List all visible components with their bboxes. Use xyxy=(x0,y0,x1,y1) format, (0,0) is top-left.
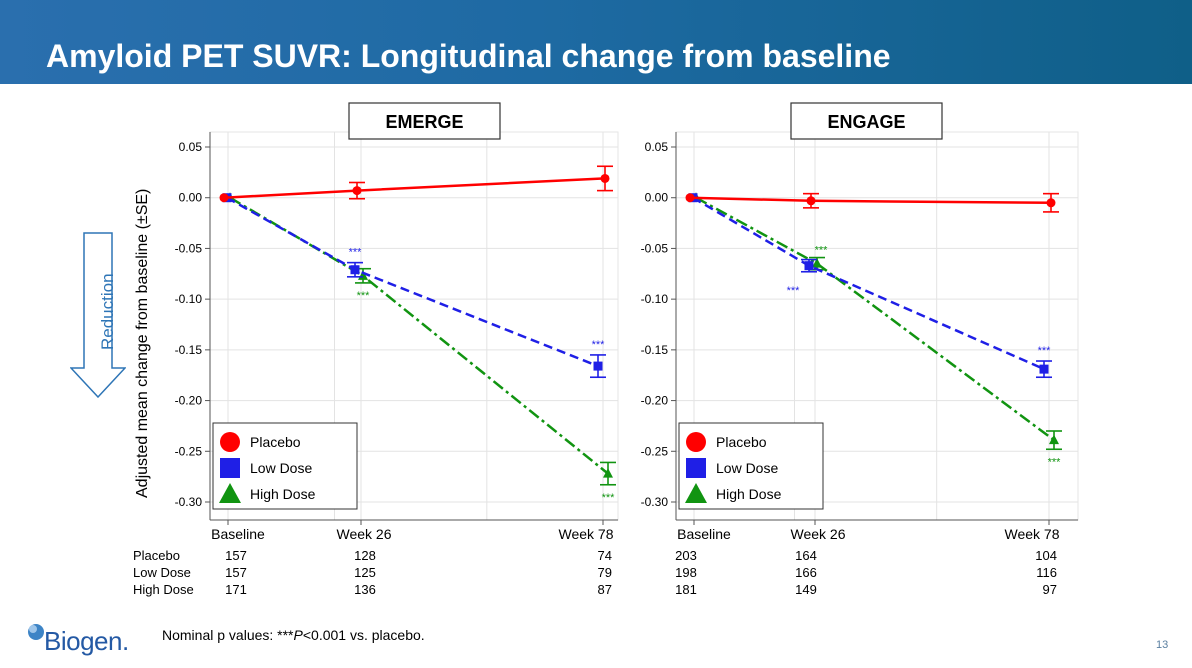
legend-high-dose-marker xyxy=(685,483,707,503)
y-tick-label: 0.00 xyxy=(645,191,669,205)
high-dose-significance-label: *** xyxy=(357,290,371,302)
n-value-placebo: 128 xyxy=(354,548,376,563)
n-value-placebo: 164 xyxy=(795,548,817,563)
x-tick-label: Baseline xyxy=(211,526,265,542)
placebo-point xyxy=(806,196,816,206)
low-dose-point xyxy=(804,261,814,271)
n-row-label-low-dose: Low Dose xyxy=(133,565,191,580)
chart-panel-engage: 0.05 0.00 -0.05 -0.10 -0.15 -0.20 -0.25 -0.30 Ba… xyxy=(641,102,1079,597)
n-value-high-dose: 87 xyxy=(598,582,612,597)
n-value-placebo: 74 xyxy=(598,548,612,563)
high-dose-significance-label: *** xyxy=(815,245,829,257)
panel-title-box xyxy=(790,102,943,140)
down-arrow-outline-icon xyxy=(70,232,126,398)
low-dose-point xyxy=(593,361,603,371)
legend-low-dose-marker xyxy=(686,458,706,478)
low-dose-point xyxy=(1039,364,1049,374)
high-dose-significance-label: *** xyxy=(1048,456,1062,468)
n-value-high-dose: 171 xyxy=(225,582,247,597)
low-dose-point xyxy=(350,265,360,275)
n-value-placebo: 104 xyxy=(1035,548,1057,563)
y-tick-label: -0.30 xyxy=(641,495,669,509)
n-value-high-dose: 149 xyxy=(795,582,817,597)
n-value-low-dose: 116 xyxy=(1036,565,1057,580)
legend-placebo-marker xyxy=(220,432,240,452)
y-tick-label: -0.05 xyxy=(641,241,669,255)
biogen-logo-icon: Biogen. xyxy=(24,620,134,660)
y-tick-label: -0.05 xyxy=(175,241,203,255)
logo-swirl-icon xyxy=(28,624,44,640)
high-dose-point xyxy=(603,468,613,478)
legend-label-high-dose: High Dose xyxy=(250,486,316,502)
header-bar: Amyloid PET SUVR: Longitudinal change fr… xyxy=(0,0,1192,84)
legend-label-placebo: Placebo xyxy=(716,434,767,450)
chart-panel-emerge: 0.05 0.00 -0.05 -0.10 -0.15 -0.20 -0.25 -0.30 Ba… xyxy=(133,102,619,597)
y-tick-label: 0.00 xyxy=(179,191,203,205)
page-title: Amyloid PET SUVR: Longitudinal change fr… xyxy=(46,38,891,74)
x-tick-label: Baseline xyxy=(677,526,731,542)
high-dose-point xyxy=(812,258,822,268)
x-tick-label: Week 78 xyxy=(1005,526,1060,542)
n-value-placebo: 203 xyxy=(675,548,697,563)
legend-label-low-dose: Low Dose xyxy=(250,460,312,476)
n-value-low-dose: 198 xyxy=(675,565,697,580)
n-value-high-dose: 136 xyxy=(354,582,376,597)
x-tick-label: Week 78 xyxy=(559,526,614,542)
n-value-placebo: 157 xyxy=(225,548,247,563)
y-tick-label: 0.05 xyxy=(179,140,203,154)
y-tick-label: -0.15 xyxy=(641,343,669,357)
y-tick-label: -0.10 xyxy=(175,292,203,306)
legend-label-placebo: Placebo xyxy=(250,434,301,450)
n-value-low-dose: 166 xyxy=(795,565,817,580)
panel-title-box xyxy=(348,102,501,140)
low-dose-significance-label: *** xyxy=(349,247,363,259)
n-value-high-dose: 181 xyxy=(675,582,697,597)
footnote-text: Nominal p values: ***P<0.001 vs. placebo… xyxy=(162,627,425,643)
legend-label-low-dose: Low Dose xyxy=(716,460,778,476)
low-dose-significance-label: *** xyxy=(592,339,606,351)
n-value-low-dose: 79 xyxy=(598,565,612,580)
footnote: Nominal p values: ***P<0.001 vs. placebo… xyxy=(162,627,425,643)
x-tick-label: Week 26 xyxy=(337,526,392,542)
legend-low-dose-marker xyxy=(220,458,240,478)
n-value-high-dose: 97 xyxy=(1043,582,1057,597)
page-number: 13 xyxy=(1156,639,1169,651)
placebo-point xyxy=(219,193,229,203)
legend-placebo-marker xyxy=(686,432,706,452)
y-tick-label: -0.10 xyxy=(641,292,669,306)
x-tick-label: Week 26 xyxy=(791,526,846,542)
y-tick-label: -0.15 xyxy=(175,343,203,357)
logo-text: Biogen. xyxy=(44,626,129,656)
n-value-low-dose: 157 xyxy=(225,565,247,580)
y-tick-label: -0.30 xyxy=(175,495,203,509)
high-dose-point xyxy=(1049,434,1059,445)
low-dose-significance-label: *** xyxy=(1038,345,1052,357)
y-tick-label: -0.20 xyxy=(641,394,669,408)
placebo-point xyxy=(1046,198,1056,208)
placebo-point xyxy=(685,193,695,203)
placebo-point xyxy=(352,186,362,196)
y-tick-label: 0.05 xyxy=(645,140,669,154)
high-dose-significance-label: *** xyxy=(602,492,616,504)
n-value-low-dose: 125 xyxy=(354,565,376,580)
legend-high-dose-marker xyxy=(219,483,241,503)
n-row-label-high-dose: High Dose xyxy=(133,582,194,597)
legend-label-high-dose: High Dose xyxy=(716,486,782,502)
y-tick-label: -0.25 xyxy=(641,444,669,458)
placebo-point xyxy=(600,173,610,183)
panel-title: ENGAGE xyxy=(827,112,905,132)
y-tick-label: -0.20 xyxy=(175,394,203,408)
panel-title: EMERGE xyxy=(385,112,463,132)
n-row-label-placebo: Placebo xyxy=(133,548,180,563)
y-tick-label: -0.25 xyxy=(175,444,203,458)
low-dose-significance-label: *** xyxy=(787,285,801,297)
